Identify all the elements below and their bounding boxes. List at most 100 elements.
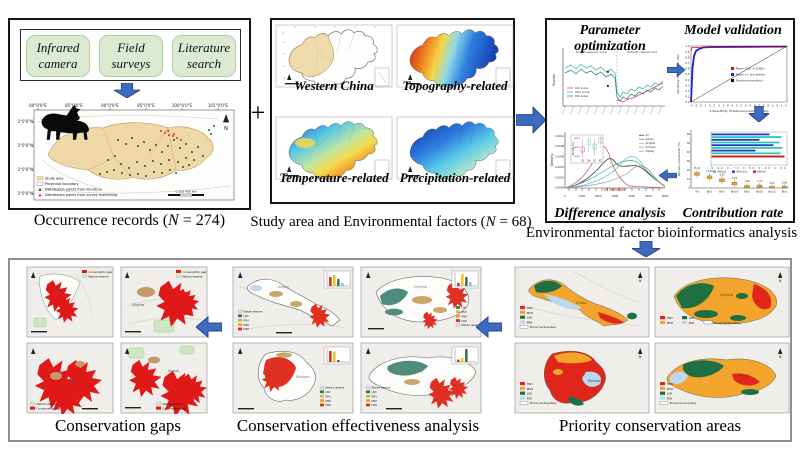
zone-smooth: Smooth response curve bbox=[576, 50, 607, 54]
roc-xlabel: 1-Specificity (Fractional predicted area… bbox=[709, 109, 768, 113]
province-label: Gansu bbox=[278, 285, 289, 289]
svg-text:40°0'0"N: 40°0'0"N bbox=[18, 119, 33, 124]
svg-text:Sichuan: Sichuan bbox=[646, 145, 656, 149]
title-parameter-optimization: Parameter optimization bbox=[574, 23, 646, 54]
param-legend: AIC score AICc score BIC score bbox=[567, 86, 590, 98]
svg-text:Provincial boundary: Provincial boundary bbox=[670, 401, 697, 405]
gaps-map-xizang: Xizang Nature reserve Conservation gap bbox=[120, 342, 208, 414]
svg-text:0.0002: 0.0002 bbox=[555, 175, 564, 179]
literature-points bbox=[99, 125, 215, 177]
svg-text:1000: 1000 bbox=[578, 194, 585, 198]
svg-text:0.4: 0.4 bbox=[685, 78, 689, 82]
pri-legend: HSH MSH LSH PSH Provincial boundary bbox=[519, 382, 557, 405]
province-label: Xizang bbox=[737, 373, 750, 377]
svg-text:N: N bbox=[779, 279, 782, 283]
svg-text:PSH: PSH bbox=[527, 396, 532, 400]
province-label: Qinghai bbox=[720, 293, 733, 297]
map-y-ticks: 40°0'0"N 35°0'0"N 30°0'0"N 25°0'0"N bbox=[18, 119, 33, 196]
svg-text:Xizang: Xizang bbox=[646, 149, 655, 153]
map-western-china bbox=[275, 24, 393, 89]
gaps-map-qinghai: Qinghai Conservation gap Nature reserve bbox=[120, 266, 208, 338]
svg-text:Bio15: Bio15 bbox=[756, 190, 764, 194]
zone-unsmooth: Unsmooth response curve bbox=[627, 51, 658, 54]
province-label: Gansu bbox=[56, 289, 66, 293]
svg-text:Provincial boundary: Provincial boundary bbox=[530, 325, 557, 329]
svg-text:Bio3: Bio3 bbox=[744, 190, 750, 194]
svg-text:With all: With all bbox=[757, 171, 766, 174]
svg-text:4000: 4000 bbox=[574, 147, 580, 149]
altitude-inset: Altitude (m) 6000 4000 2000 GS QH SC XZ bbox=[570, 134, 604, 164]
svg-text:AICc score: AICc score bbox=[575, 90, 590, 94]
gaps-legend: Nature reserve Conservation gap bbox=[155, 402, 186, 410]
svg-text:Bio2: Bio2 bbox=[782, 190, 788, 194]
svg-text:60: 60 bbox=[687, 132, 691, 136]
flow-arrow-left-icon bbox=[476, 316, 502, 338]
scale-bar: 0 200 400 km bbox=[168, 190, 204, 197]
density-ylabel: Density bbox=[550, 154, 554, 167]
param-ylabel: Scores bbox=[552, 74, 556, 86]
svg-text:Conservation gap: Conservation gap bbox=[37, 406, 61, 410]
svg-text:50: 50 bbox=[687, 141, 691, 145]
svg-text:MSH: MSH bbox=[326, 399, 332, 403]
chart-contribution-rate: 60 50 40 30 20 10 0 Percent contribution… bbox=[677, 130, 789, 194]
svg-text:Gansu: Gansu bbox=[646, 137, 654, 141]
svg-text:LSH: LSH bbox=[667, 392, 672, 396]
box-line: Infrared bbox=[36, 40, 80, 56]
svg-text:Mean (AUC = 0.981): Mean (AUC = 0.981) bbox=[736, 67, 765, 71]
svg-text:XZ: XZ bbox=[599, 160, 602, 163]
contrib-ylabel: Percent contribution (%) bbox=[677, 142, 681, 176]
svg-text:0: 0 bbox=[688, 186, 690, 190]
eff-map-qinghai: Qinghai LSH PSH MSH HSH Nature reserve bbox=[360, 266, 482, 338]
caption-effectiveness: Conservation effectiveness analysis bbox=[236, 416, 480, 435]
inset-bar-chart bbox=[451, 346, 479, 365]
panel-study-area: Western China Topography-related Tempera… bbox=[270, 18, 515, 204]
svg-text:0 200 400 km: 0 200 400 km bbox=[176, 190, 197, 194]
infrared-camera-box: Infrared camera bbox=[26, 35, 90, 77]
svg-text:Study area: Study area bbox=[45, 177, 63, 181]
svg-text:1.0: 1.0 bbox=[685, 44, 689, 48]
svg-text:35°0'0"N: 35°0'0"N bbox=[18, 143, 33, 148]
svg-text:0: 0 bbox=[564, 194, 566, 198]
svg-text:1.73: 1.73 bbox=[757, 180, 763, 183]
svg-text:Nature reserve: Nature reserve bbox=[326, 386, 345, 390]
gaps-legend: Nature reserve Conservation gap bbox=[29, 402, 61, 410]
svg-text:0.9: 0.9 bbox=[685, 50, 689, 54]
box-line: search bbox=[186, 56, 222, 71]
svg-text:10: 10 bbox=[687, 177, 691, 181]
north-arrow-icon: N bbox=[778, 348, 783, 359]
density-x-ticks: 0 1000 2000 3000 4000 5000 6000 bbox=[564, 194, 668, 198]
occurrence-map-legend: Study area Provincial boundary Distribut… bbox=[36, 176, 117, 197]
svg-text:Conservation gap: Conservation gap bbox=[89, 270, 113, 274]
svg-text:0.0008: 0.0008 bbox=[555, 144, 564, 148]
svg-text:Nature reserve: Nature reserve bbox=[37, 402, 57, 406]
north-arrow-icon: N bbox=[638, 272, 643, 283]
pri-legend: HSH MSH LSH PSH Provincial boundary bbox=[519, 306, 557, 329]
priority-map-gansu: Gansu HSH MSH LSH PSH Provincial boundar… bbox=[514, 266, 650, 338]
svg-text:PSH: PSH bbox=[326, 394, 331, 398]
caption-bioinformatics: Environmental factor bioinformatics anal… bbox=[525, 225, 798, 241]
svg-text:95°0'0"E: 95°0'0"E bbox=[137, 103, 155, 108]
contrib-boxplots: 15.11 11.62 8.23 4.76 1.28 1.73 0.22 0.6… bbox=[694, 167, 788, 189]
svg-text:HSH: HSH bbox=[244, 327, 249, 331]
svg-text:Alt: Alt bbox=[695, 190, 698, 194]
svg-text:3000: 3000 bbox=[612, 194, 619, 198]
svg-text:4.76: 4.76 bbox=[732, 177, 738, 180]
caption-study-area: Study area and Environmental factors (N … bbox=[250, 214, 532, 230]
svg-text:0.0: 0.0 bbox=[685, 100, 689, 104]
pri-legend: HSH MSH LSH PSH Provincial boundary bbox=[659, 382, 697, 405]
study-area-shape bbox=[47, 122, 214, 180]
svg-text:MSH: MSH bbox=[527, 311, 533, 315]
gaps-legend: Conservation gap Nature reserve bbox=[175, 270, 206, 278]
province-label: Sichuan bbox=[296, 375, 309, 379]
svg-text:0.0010: 0.0010 bbox=[555, 134, 564, 138]
svg-text:0.0006: 0.0006 bbox=[555, 155, 564, 159]
svg-text:0.69: 0.69 bbox=[782, 182, 788, 185]
province-label: Qinghai bbox=[132, 303, 144, 307]
gaps-map-gansu: Gansu Conservation gap Nature reserve bbox=[26, 266, 114, 338]
inset-bar-chart bbox=[323, 346, 351, 365]
svg-text:Qinghai: Qinghai bbox=[646, 141, 656, 145]
svg-text:6000: 6000 bbox=[662, 194, 669, 198]
province-label: Xizang bbox=[167, 369, 179, 373]
contrib-inset-x-ticks: 0.60 0.70 0.80 0.90 1.00 bbox=[712, 167, 787, 170]
svg-text:40: 40 bbox=[687, 150, 691, 154]
